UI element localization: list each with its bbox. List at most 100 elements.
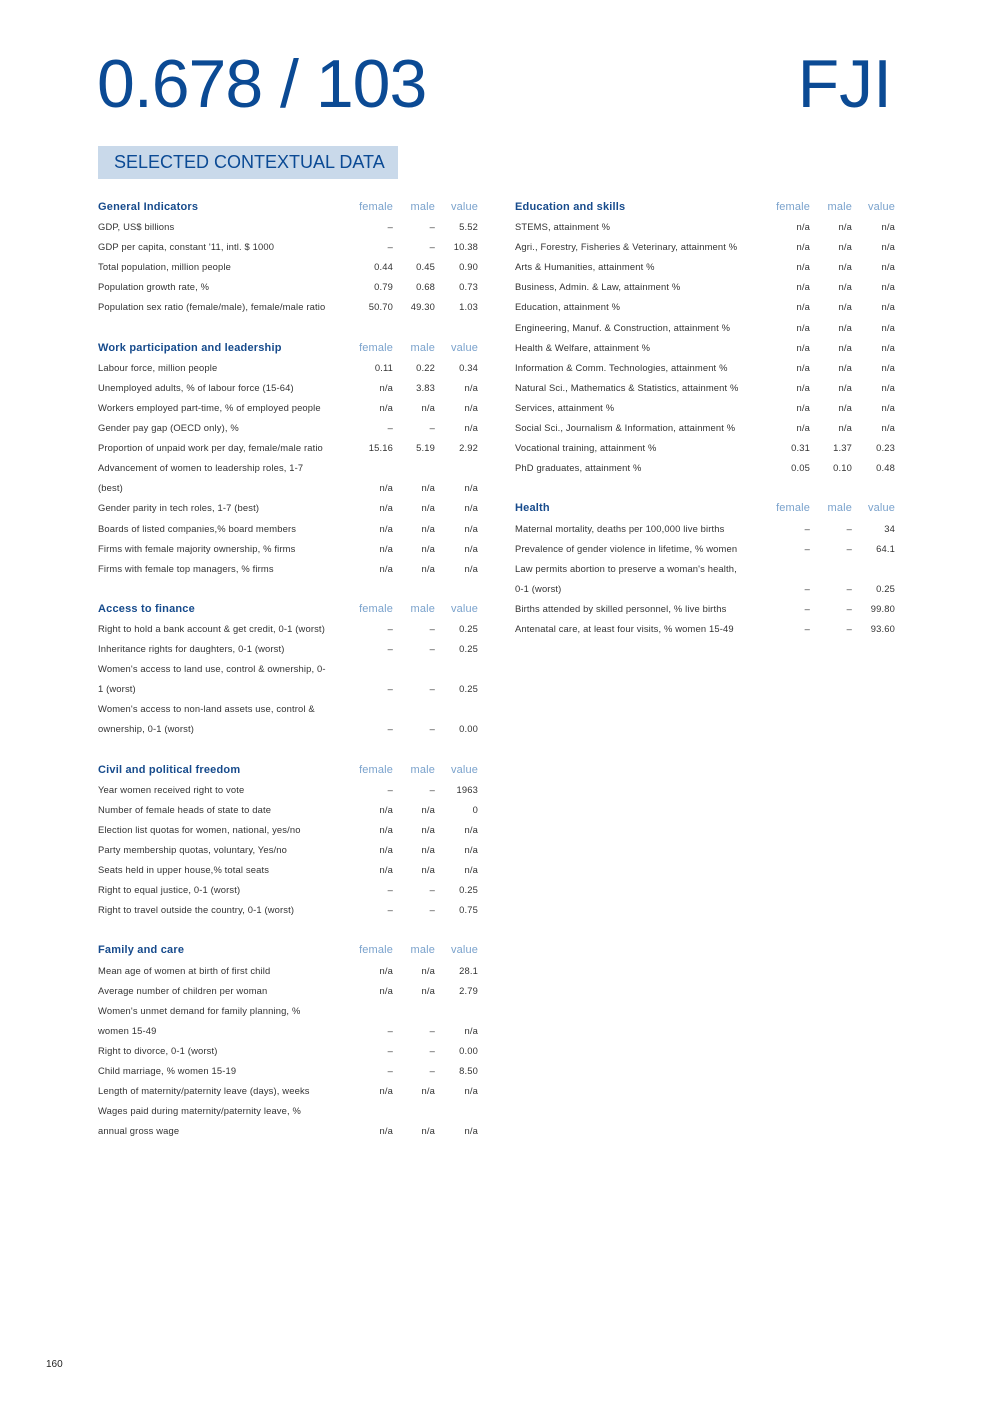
total-value: 64.1	[876, 542, 895, 554]
banner-title: SELECTED CONTEXTUAL DATA	[114, 152, 385, 172]
female-value: 0.31	[791, 442, 810, 454]
female-value: –	[387, 723, 393, 735]
table-row-label-line: Wages paid during maternity/paternity le…	[98, 1101, 478, 1121]
row-label: ownership, 0-1 (worst)	[98, 723, 195, 735]
male-value: 1.37	[833, 442, 852, 454]
column-header-female: female	[359, 201, 393, 213]
female-value: n/a	[796, 221, 810, 233]
table-row: Child marriage, % women 15-19 – – 8.50	[98, 1061, 478, 1081]
female-value: n/a	[379, 864, 393, 876]
row-label: Antenatal care, at least four visits, % …	[515, 622, 734, 634]
male-value: 3.83	[416, 381, 435, 393]
column-header-female: female	[359, 602, 393, 615]
total-value: n/a	[464, 864, 478, 876]
column-header-male: male	[410, 201, 435, 213]
total-value: n/a	[881, 241, 895, 253]
table-row: Firms with female top managers, % firms n…	[98, 559, 478, 579]
column-header-male: male	[410, 602, 435, 615]
total-value: 8.50	[459, 1065, 478, 1077]
section-title: Education and skills	[515, 201, 626, 213]
row-label: GDP per capita, constant '11, intl. $ 10…	[98, 241, 275, 253]
male-value: n/a	[421, 522, 435, 534]
table-row: Vocational training, attainment % 0.31 1.3…	[515, 438, 895, 458]
column-header-female: female	[359, 944, 393, 957]
row-label: STEMS, attainment %	[515, 221, 611, 233]
data-section: Civil and political freedom female male val…	[98, 760, 478, 941]
male-value: n/a	[838, 301, 852, 313]
table-row: Workers employed part-time, % of employe…	[98, 398, 478, 418]
female-value: n/a	[796, 361, 810, 373]
male-value: n/a	[421, 964, 435, 976]
row-label: Population sex ratio (female/male), fema…	[98, 301, 326, 313]
data-section: Access to finance female male value Right to…	[98, 599, 478, 760]
male-value: 0.45	[416, 261, 435, 273]
table-row-label-line: Women's access to land use, control & ow…	[98, 659, 478, 679]
female-value: n/a	[796, 381, 810, 393]
male-value: –	[429, 241, 435, 253]
female-value: n/a	[796, 281, 810, 293]
male-value: n/a	[838, 381, 852, 393]
total-value: n/a	[464, 381, 478, 393]
table-row: Right to travel outside the country, 0-1…	[98, 900, 478, 920]
female-value: –	[387, 622, 393, 634]
country-code: FJI	[797, 46, 892, 122]
section-header: Health female male value	[515, 498, 895, 518]
row-label: Wages paid during maternity/paternity le…	[98, 1105, 302, 1117]
data-section: Health female male value Maternal mortality,…	[515, 498, 895, 659]
row-label: 0-1 (worst)	[515, 582, 562, 594]
table-row: Population sex ratio (female/male), fema…	[98, 297, 478, 317]
left-column: General Indicators female male value GDP, US…	[98, 197, 478, 1162]
total-value: 0.25	[459, 622, 478, 634]
total-value: 0.25	[876, 582, 895, 594]
table-row: Mean age of women at birth of first chil…	[98, 961, 478, 981]
table-row: 1 (worst) – – 0.25	[98, 679, 478, 699]
table-row: women 15-49 – – n/a	[98, 1021, 478, 1041]
table-row: STEMS, attainment % n/a n/a n/a	[515, 217, 895, 237]
table-row: Right to divorce, 0-1 (worst) – – 0.00	[98, 1041, 478, 1061]
section-title: Family and care	[98, 944, 185, 957]
male-value: n/a	[838, 401, 852, 413]
total-value: 93.60	[870, 622, 895, 634]
table-row: GDP per capita, constant '11, intl. $ 10…	[98, 237, 478, 257]
female-value: 0.44	[374, 261, 393, 273]
male-value: –	[429, 1024, 435, 1036]
data-section: General Indicators female male value GDP, US…	[98, 197, 478, 338]
table-row: Right to equal justice, 0-1 (worst) – – 0.2…	[98, 880, 478, 900]
total-value: 0.34	[459, 361, 478, 373]
male-value: –	[429, 683, 435, 695]
row-label: Proportion of unpaid work per day, femal…	[98, 442, 323, 454]
female-value: n/a	[379, 964, 393, 976]
male-value: 0.10	[833, 462, 852, 474]
row-label: Natural Sci., Mathematics & Statistics, …	[515, 381, 739, 393]
total-value: 0.25	[459, 884, 478, 896]
total-value: n/a	[881, 281, 895, 293]
row-label: Business, Admin. & Law, attainment %	[515, 281, 681, 293]
row-label: 1 (worst)	[98, 683, 136, 695]
total-value: n/a	[464, 844, 478, 855]
section-header: Civil and political freedom female male val…	[98, 760, 478, 780]
female-value: n/a	[796, 401, 810, 413]
section-title: Health	[515, 502, 550, 515]
female-value: –	[387, 904, 393, 916]
table-row-label-line: Advancement of women to leadership roles…	[98, 458, 478, 478]
row-label: Health & Welfare, attainment %	[515, 341, 651, 353]
male-value: n/a	[838, 361, 852, 373]
total-value: n/a	[464, 1125, 478, 1137]
row-label: Party membership quotas, voluntary, Yes/…	[98, 844, 288, 855]
female-value: n/a	[379, 381, 393, 393]
column-header-value: value	[450, 201, 478, 213]
column-header-male: male	[827, 201, 852, 213]
row-label: Election list quotas for women, national…	[98, 823, 301, 835]
row-label: Average number of children per woman	[98, 984, 268, 996]
male-value: n/a	[838, 221, 852, 233]
column-header-female: female	[359, 341, 393, 354]
row-label: Seats held in upper house,% total seats	[98, 864, 270, 876]
female-value: –	[387, 1024, 393, 1036]
male-value: –	[429, 622, 435, 634]
table-row: Arts & Humanities, attainment % n/a n/a n/a	[515, 257, 895, 277]
female-value: –	[387, 241, 393, 253]
female-value: 0.05	[791, 462, 810, 474]
male-value: n/a	[421, 1085, 435, 1097]
male-value: n/a	[838, 261, 852, 273]
female-value: n/a	[796, 321, 810, 333]
